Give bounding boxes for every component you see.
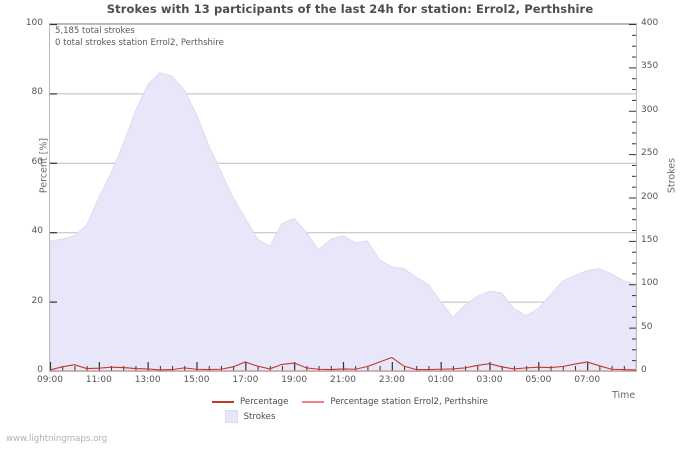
y-tick-label-right: 100 bbox=[641, 278, 659, 289]
y-tick-label-left: 100 bbox=[25, 18, 43, 28]
y-tick-label-right: 400 bbox=[641, 18, 659, 28]
y-tick-label-left: 60 bbox=[31, 156, 43, 167]
y-tick-label-right: 200 bbox=[641, 191, 659, 202]
annotation-total-strokes: 5,185 total strokes bbox=[55, 26, 135, 36]
legend-row-secondary: Strokes bbox=[0, 409, 700, 424]
plot-annotations: 5,185 total strokes 0 total strokes stat… bbox=[55, 26, 224, 49]
x-tick-label: 05:00 bbox=[525, 375, 552, 385]
legend-label-strokes: Strokes bbox=[243, 411, 276, 422]
y-tick-label-right: 300 bbox=[641, 104, 659, 115]
line-swatch-light-icon bbox=[302, 400, 325, 403]
y-tick-label-right: 350 bbox=[641, 61, 659, 72]
area-swatch-icon bbox=[224, 410, 238, 423]
x-tick-label: 09:00 bbox=[37, 375, 63, 385]
x-tick-label: 07:00 bbox=[574, 375, 601, 385]
x-tick-label: 01:00 bbox=[427, 375, 454, 385]
legend-label-percentage-station: Percentage station Errol2, Perthshire bbox=[330, 396, 488, 407]
legend-row-primary: Percentage Percentage station Errol2, Pe… bbox=[0, 394, 700, 409]
x-tick-label: 17:00 bbox=[232, 375, 259, 385]
y-tick-label-left: 0 bbox=[37, 365, 43, 375]
x-axis-title: Time bbox=[612, 390, 636, 401]
x-tick-label: 23:00 bbox=[378, 375, 405, 385]
chart-title: Strokes with 13 participants of the last… bbox=[106, 2, 594, 16]
x-tick-label: 19:00 bbox=[281, 375, 308, 385]
x-tick-label: 15:00 bbox=[183, 375, 210, 385]
y-tick-label-left: 20 bbox=[31, 295, 43, 306]
line-swatch-icon bbox=[212, 400, 235, 403]
y-tick-label-left: 80 bbox=[31, 87, 43, 98]
plot-svg bbox=[50, 24, 636, 371]
y-tick-label-right: 250 bbox=[641, 148, 659, 159]
x-tick-label: 13:00 bbox=[134, 375, 161, 385]
x-tick-label: 11:00 bbox=[85, 375, 112, 385]
annotation-station-strokes: 0 total strokes station Errol2, Perthshi… bbox=[55, 37, 224, 48]
legend-item-strokes[interactable]: Strokes bbox=[224, 410, 276, 423]
y-axis-right-title: Strokes bbox=[666, 157, 678, 194]
y-tick-label-right: 150 bbox=[641, 234, 659, 245]
legend-item-percentage[interactable]: Percentage bbox=[212, 397, 288, 407]
watermark: www.lightningmaps.org bbox=[6, 434, 108, 444]
chart-legend: Percentage Percentage station Errol2, Pe… bbox=[0, 394, 700, 424]
y-tick-label-left: 40 bbox=[31, 226, 43, 237]
plot-area: 5,185 total strokes 0 total strokes stat… bbox=[49, 23, 637, 372]
x-tick-label: 03:00 bbox=[476, 375, 503, 385]
legend-item-percentage-station[interactable]: Percentage station Errol2, Perthshire bbox=[302, 397, 488, 407]
legend-label-percentage: Percentage bbox=[240, 396, 289, 407]
y-tick-label-right: 50 bbox=[641, 321, 653, 332]
x-tick-label: 21:00 bbox=[330, 375, 356, 385]
y-tick-label-right: 0 bbox=[641, 365, 647, 375]
